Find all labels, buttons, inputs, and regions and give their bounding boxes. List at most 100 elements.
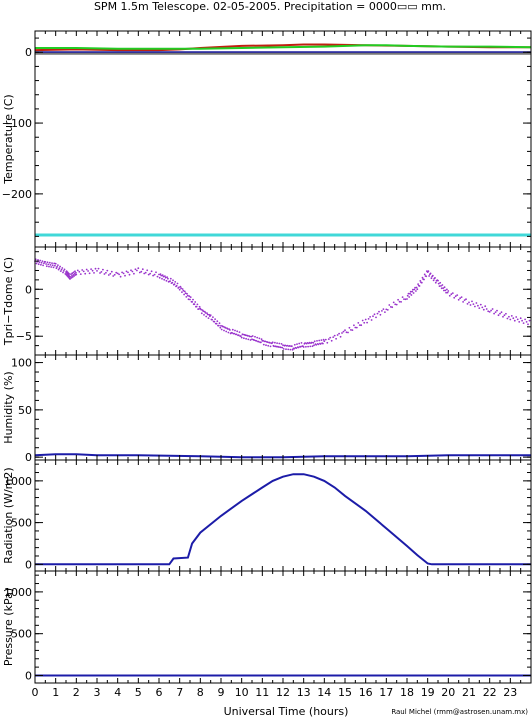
y-tick-label: 500 — [11, 517, 32, 530]
data-point — [189, 298, 191, 301]
data-point — [44, 261, 47, 263]
y-tick-label: 0 — [25, 451, 32, 464]
y-tick-label: 1000 — [4, 475, 32, 488]
data-point — [323, 340, 326, 343]
data-point — [118, 273, 120, 276]
data-point — [423, 273, 426, 276]
data-point — [423, 278, 425, 281]
data-point — [256, 336, 259, 339]
data-point — [242, 333, 245, 336]
data-point — [468, 301, 470, 304]
data-point — [187, 298, 190, 301]
data-point — [161, 274, 164, 277]
data-point — [391, 306, 394, 309]
data-point — [320, 339, 323, 341]
panel-0: 0 −100 −200 Temperature (C) — [2, 30, 532, 248]
x-tick-label: 20 — [441, 686, 455, 699]
data-point — [164, 276, 167, 279]
data-point — [336, 334, 339, 336]
data-point — [214, 318, 217, 320]
data-point — [406, 298, 408, 300]
y-tick-label: 100 — [11, 357, 32, 370]
data-point — [333, 334, 336, 337]
data-point — [202, 310, 205, 313]
data-point — [158, 276, 161, 279]
data-point — [90, 268, 92, 270]
data-point — [93, 272, 95, 274]
data-point — [231, 332, 234, 334]
data-point — [74, 270, 76, 273]
x-tick-label: 13 — [297, 686, 311, 699]
data-point — [234, 329, 236, 332]
data-point — [205, 315, 208, 318]
chart-title: SPM 1.5m Telescope. 02-05-2005. Precipit… — [94, 0, 446, 13]
data-point — [137, 267, 140, 270]
data-point — [107, 274, 110, 276]
data-point — [376, 312, 379, 315]
data-point — [79, 273, 82, 275]
data-point — [158, 273, 160, 276]
data-point — [71, 272, 74, 275]
data-point — [71, 276, 74, 278]
data-point — [369, 316, 371, 318]
data-point — [394, 303, 397, 306]
data-point — [75, 271, 77, 274]
data-point — [102, 268, 104, 271]
data-point — [150, 270, 153, 273]
data-point — [48, 261, 51, 264]
data-point — [282, 344, 284, 346]
data-point — [60, 268, 63, 271]
data-point — [491, 308, 494, 310]
data-point — [208, 313, 211, 316]
data-point — [482, 308, 485, 311]
data-point — [153, 273, 156, 276]
data-point — [238, 331, 241, 333]
data-point — [37, 259, 39, 261]
data-point — [196, 303, 199, 306]
x-tick-label: 17 — [379, 686, 393, 699]
x-tick-label: 0 — [32, 686, 39, 699]
data-point — [382, 308, 385, 310]
data-point — [271, 341, 274, 344]
data-point — [63, 268, 66, 271]
data-point — [313, 344, 315, 347]
y-tick-label: −100 — [2, 117, 32, 130]
data-point — [204, 312, 207, 314]
data-point — [313, 340, 316, 343]
data-point — [463, 299, 466, 301]
data-point — [319, 343, 322, 345]
data-point — [54, 262, 57, 265]
data-point — [528, 319, 531, 322]
data-point — [176, 282, 179, 285]
data-point — [266, 341, 269, 343]
data-point — [223, 329, 225, 332]
y-tick-label: 0 — [25, 558, 32, 571]
data-point — [487, 310, 490, 313]
data-point — [400, 301, 402, 303]
data-point — [81, 269, 84, 271]
data-point — [415, 290, 417, 292]
data-point — [50, 266, 53, 268]
data-point — [161, 277, 163, 280]
data-point — [440, 287, 443, 290]
data-point — [188, 295, 191, 298]
data-point — [237, 334, 240, 337]
data-point — [262, 339, 264, 342]
data-point — [194, 301, 197, 303]
data-point — [440, 285, 442, 287]
x-tick-label: 10 — [235, 686, 249, 699]
data-point — [211, 318, 214, 321]
data-point — [233, 332, 236, 335]
data-point — [217, 324, 220, 327]
data-point — [471, 300, 473, 303]
data-point — [481, 306, 484, 309]
data-point — [518, 321, 521, 323]
data-point — [305, 345, 307, 348]
data-point — [235, 333, 238, 336]
x-tick-label: 12 — [276, 686, 290, 699]
y-tick-label: −200 — [2, 188, 32, 201]
data-point — [389, 306, 392, 308]
data-point — [88, 272, 91, 275]
